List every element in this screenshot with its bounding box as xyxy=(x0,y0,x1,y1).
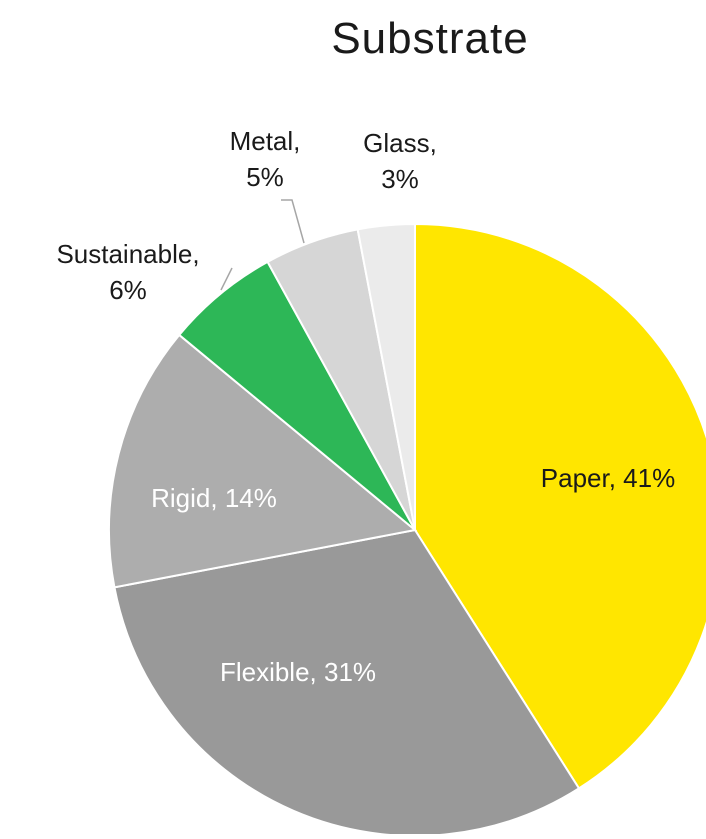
pie-slice-rigid xyxy=(108,333,418,589)
slice-label-flexible: Flexible, 31% xyxy=(220,657,376,687)
slice-label-metal: Metal, 5% xyxy=(230,126,301,192)
leader-line-sustainable xyxy=(220,267,233,291)
slice-label-rigid: Rigid, 14% xyxy=(151,483,277,513)
pie-slice-flexible xyxy=(113,528,581,837)
pie-slice-glass xyxy=(356,222,416,531)
pie-slice-paper xyxy=(414,222,706,790)
slice-label-glass: Glass, 3% xyxy=(363,128,437,194)
slice-label-sustainable: Sustainable, 6% xyxy=(56,239,199,305)
leader-line-metal xyxy=(281,199,305,244)
slice-label-paper: Paper, 41% xyxy=(541,463,675,493)
chart-title: Substrate xyxy=(331,14,529,63)
